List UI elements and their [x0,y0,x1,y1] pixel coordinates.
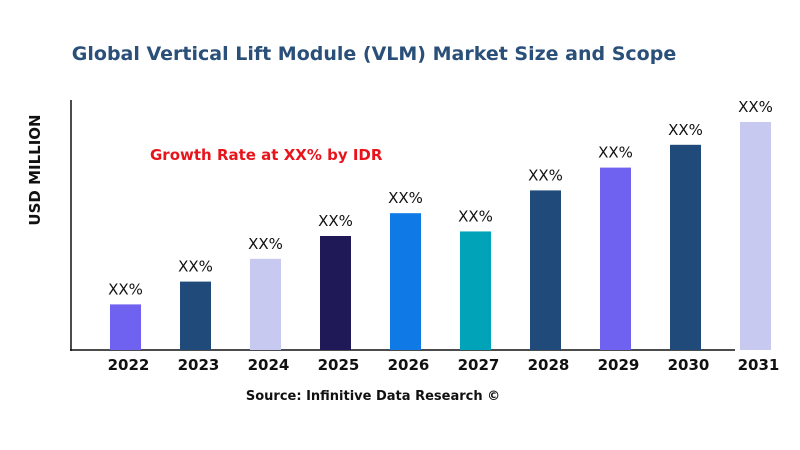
data-label-2027: XX% [458,207,493,225]
bar-2026 [390,213,421,350]
bar-2030 [670,144,701,350]
data-label-2030: XX% [668,121,703,139]
source-note: Source: Infinitive Data Research © [246,389,500,404]
y-axis-label: USD MILLION [26,114,44,225]
x-tick-label-2023: 2023 [178,356,220,374]
data-label-2025: XX% [318,212,353,230]
data-label-2031: XX% [738,98,773,116]
growth-rate-annotation: Growth Rate at XX% by IDR [150,146,383,164]
bar-2022 [110,304,141,350]
bar-2031 [740,122,771,350]
bar-2024 [250,258,281,350]
x-tick-label-2026: 2026 [388,356,430,374]
data-label-2029: XX% [598,144,633,162]
chart-title: Global Vertical Lift Module (VLM) Market… [72,43,676,65]
bar-2025 [320,236,351,350]
bar-2027 [460,231,491,350]
data-label-2028: XX% [528,166,563,184]
x-tick-label-2028: 2028 [528,356,570,374]
x-tick-label-2024: 2024 [248,356,290,374]
data-label-2026: XX% [388,189,423,207]
bar-2029 [600,167,631,350]
x-tick-label-2031: 2031 [738,356,780,374]
x-tick-label-2030: 2030 [668,356,710,374]
x-tick-label-2022: 2022 [108,356,150,374]
data-label-2023: XX% [178,258,213,276]
bar-2028 [530,190,561,350]
x-tick-label-2025: 2025 [318,356,360,374]
bar-2023 [180,281,211,350]
data-label-2024: XX% [248,235,283,253]
x-tick-label-2029: 2029 [598,356,640,374]
data-label-2022: XX% [108,280,143,298]
x-tick-label-2027: 2027 [458,356,500,374]
